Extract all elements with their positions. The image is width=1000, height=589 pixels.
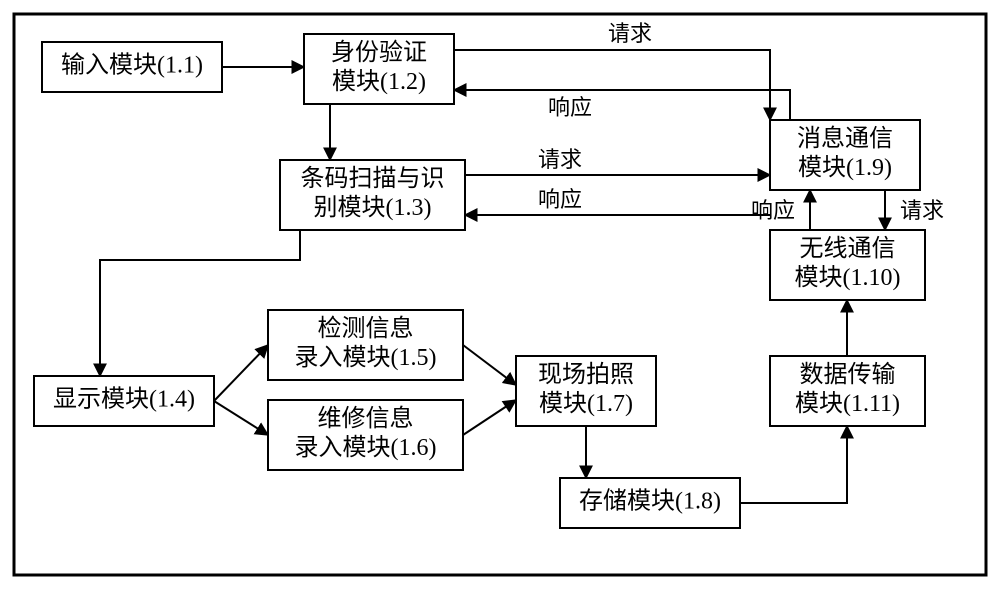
node-n5: 检测信息录入模块(1.5): [268, 310, 463, 380]
node-label-n7-line0: 现场拍照: [538, 361, 634, 388]
node-label-n3-line0: 条码扫描与识: [301, 165, 445, 192]
edge-label-e4b: 响应: [538, 187, 582, 212]
edge-e6b: [214, 401, 268, 435]
node-label-n4-line0: 显示模块(1.4): [53, 386, 195, 413]
edge-e2b: [454, 90, 790, 120]
node-label-n9-line1: 模块(1.9): [798, 154, 892, 181]
node-label-n11-line0: 数据传输: [800, 361, 896, 388]
node-n8: 存储模块(1.8): [560, 478, 740, 528]
node-n3: 条码扫描与识别模块(1.3): [280, 160, 465, 230]
node-label-n8-line0: 存储模块(1.8): [579, 488, 721, 515]
node-n1: 输入模块(1.1): [42, 42, 222, 92]
edge-e9: [740, 426, 847, 503]
flowchart-canvas: 请求响应请求响应响应请求输入模块(1.1)身份验证模块(1.2)条码扫描与识别模…: [0, 0, 1000, 589]
edge-e7a: [463, 345, 516, 385]
node-label-n2-line1: 模块(1.2): [332, 68, 426, 95]
node-label-n6-line1: 录入模块(1.6): [295, 434, 437, 461]
node-label-n1-line0: 输入模块(1.1): [61, 52, 203, 79]
edge-label-e4a: 请求: [538, 147, 582, 172]
node-label-n10-line0: 无线通信: [800, 235, 896, 262]
node-label-n6-line0: 维修信息: [318, 405, 414, 432]
node-n7: 现场拍照模块(1.7): [516, 356, 656, 426]
node-label-n10-line1: 模块(1.10): [795, 264, 901, 291]
edge-label-e2b: 响应: [548, 95, 592, 120]
node-label-n5-line0: 检测信息: [318, 315, 414, 342]
node-label-n3-line1: 别模块(1.3): [314, 194, 432, 221]
edge-e7b: [463, 400, 516, 435]
edge-label-e2a: 请求: [608, 21, 652, 46]
node-n6: 维修信息录入模块(1.6): [268, 400, 463, 470]
node-label-n11-line1: 模块(1.11): [795, 390, 900, 417]
node-label-n7-line1: 模块(1.7): [539, 390, 633, 417]
node-n2: 身份验证模块(1.2): [304, 34, 454, 104]
edge-e6a: [214, 345, 268, 401]
node-n11: 数据传输模块(1.11): [770, 356, 925, 426]
node-n10: 无线通信模块(1.10): [770, 230, 925, 300]
edge-label-e11a: 响应: [751, 198, 795, 223]
edge-e2a: [454, 50, 770, 120]
node-label-n5-line1: 录入模块(1.5): [295, 344, 437, 371]
node-n4: 显示模块(1.4): [34, 376, 214, 426]
node-n9: 消息通信模块(1.9): [770, 120, 920, 190]
edge-label-e11b: 请求: [900, 198, 944, 223]
node-label-n9-line0: 消息通信: [797, 125, 893, 152]
node-label-n2-line0: 身份验证: [331, 39, 427, 66]
